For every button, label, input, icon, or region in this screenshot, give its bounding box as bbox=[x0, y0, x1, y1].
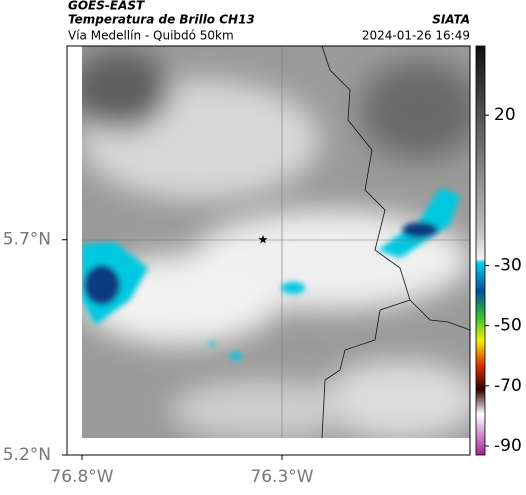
colorbar-tick-label: -30 bbox=[494, 256, 522, 276]
y-tick-label: 5.7°N bbox=[3, 230, 51, 250]
colorbar-tick-label: -50 bbox=[494, 316, 522, 336]
source: GOES-EAST bbox=[68, 0, 145, 13]
colorbar bbox=[475, 45, 486, 456]
colorbar-tick-label: -70 bbox=[494, 376, 522, 396]
credit: SIATA bbox=[432, 13, 470, 27]
colorbar-tick-label: -90 bbox=[494, 436, 522, 456]
x-tick-label: 76.3°W bbox=[250, 467, 313, 487]
colorbar-tick-label: 20 bbox=[494, 105, 516, 125]
datetime: 2024-01-26 16:49 bbox=[362, 29, 470, 43]
title: Temperatura de Brillo CH13 bbox=[68, 13, 255, 27]
y-tick-label: 5.2°N bbox=[3, 445, 51, 465]
x-tick-label: 76.8°W bbox=[50, 467, 113, 487]
satellite-image: ★ bbox=[82, 46, 470, 438]
svg-text:★: ★ bbox=[258, 233, 269, 247]
route: Vía Medellín - Quibdó 50km bbox=[68, 29, 234, 43]
